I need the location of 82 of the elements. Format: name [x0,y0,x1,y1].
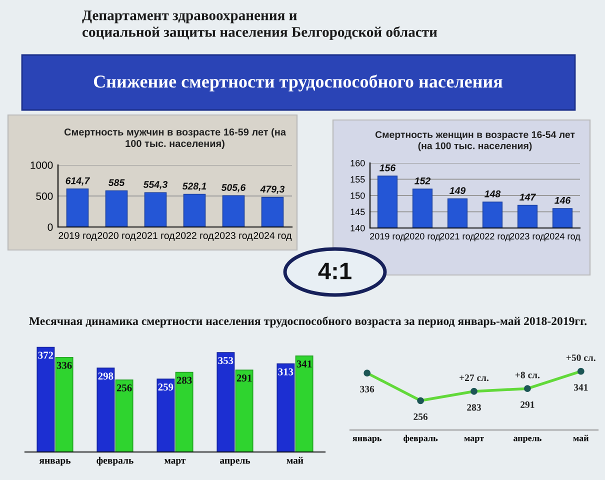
x-tick-label: февраль [96,456,134,466]
bar [235,370,254,452]
chart-title: Смертность мужчин в возрасте 16-59 лет (на 100 тыс. населения) [64,128,286,150]
bar [156,378,175,452]
y-tick-label: 0 [48,224,53,231]
bar [261,196,284,227]
data-label: 336 [360,386,374,392]
data-label: 341 [296,360,312,368]
y-tick-label: 500 [36,192,53,200]
text: 4:1 [318,262,352,280]
data-label: 505,6 [221,184,246,192]
x-tick-label: 2022 год [475,233,510,242]
data-label: 152 [414,177,431,184]
data-label: 149 [450,187,466,194]
x-tick-label: 2019 год [58,232,97,241]
y-tick-label: 160 [350,160,365,166]
annotation: +8 сл. [515,372,540,378]
data-label: 353 [218,357,234,364]
x-tick-label: 2022 год [176,232,214,241]
y-tick-label: 1000 [30,162,53,169]
bar [115,379,134,452]
chart-title: Месячная динамика смертности населения трудоспособного возраста за период январь-май 2018-2019гг. [29,316,587,328]
bar [96,368,115,452]
y-tick-label: 150 [350,192,365,199]
bar [175,372,194,452]
x-tick-label: 2023 год [510,233,546,242]
bar [55,356,74,452]
x-tick-label: март [164,459,186,466]
data-label: 336 [56,362,72,369]
data-label: 147 [520,194,536,200]
x-tick-label: 2021 год [136,232,175,241]
data-label: 585 [108,179,125,186]
data-label: 341 [574,384,588,391]
x-tick-label: апрель [514,436,542,444]
x-tick-label: 2024 год [545,233,580,242]
text: Департамент здравоохранения и социальной защиты населения Белгородской области [82,10,438,40]
data-label: 256 [116,384,132,392]
y-tick-label: 140 [350,224,365,232]
data-label: 259 [158,384,174,391]
data-label: 283 [467,404,481,411]
y-tick-label: 145 [350,208,365,216]
data-label: 298 [98,372,114,380]
data-label: 291 [520,401,534,408]
x-tick-label: 2020 год [98,232,136,241]
data-label: 291 [236,374,252,382]
annotation: +50 сл. [566,354,596,362]
data-label: 479,3 [260,186,285,194]
x-tick-label: 2020 год [405,233,440,242]
data-label: 146 [554,196,571,204]
x-tick-label: 2024 год [254,232,292,241]
data-label: 283 [176,376,192,384]
x-tick-label: 2019 год [370,233,406,242]
x-tick-label: май [286,456,304,464]
data-label: 256 [414,413,428,420]
x-tick-label: 2021 год [440,233,476,242]
bar [66,188,89,227]
x-tick-label: январь [39,459,71,466]
x-tick-label: апрель [220,459,250,466]
bar [216,352,235,452]
bar [276,363,295,452]
data-label: 554,3 [143,181,168,190]
data-label: 313 [278,368,294,376]
bar [183,194,206,227]
bar [222,195,245,227]
data-label: 528,1 [182,182,206,191]
x-tick-label: 2023 год [214,232,253,241]
bar [36,346,55,452]
annotation: +27 сл. [460,374,489,382]
data-label: 372 [38,352,54,359]
bar [105,190,128,227]
text: Снижение смертности трудоспособного населения [94,74,502,92]
data-label: 156 [380,164,396,172]
data-label: 148 [484,190,501,198]
bar [295,356,314,452]
x-tick-label: январь [352,436,382,444]
data-label: 614,7 [66,177,90,186]
chart-title: Смертность женщин в возрасте 16-54 лет (на 100 тыс. населения) [375,131,575,152]
x-tick-label: май [573,434,589,442]
x-tick-label: февраль [404,434,438,444]
bar [144,192,167,227]
y-tick-label: 155 [350,176,365,183]
x-tick-label: март [464,436,484,444]
